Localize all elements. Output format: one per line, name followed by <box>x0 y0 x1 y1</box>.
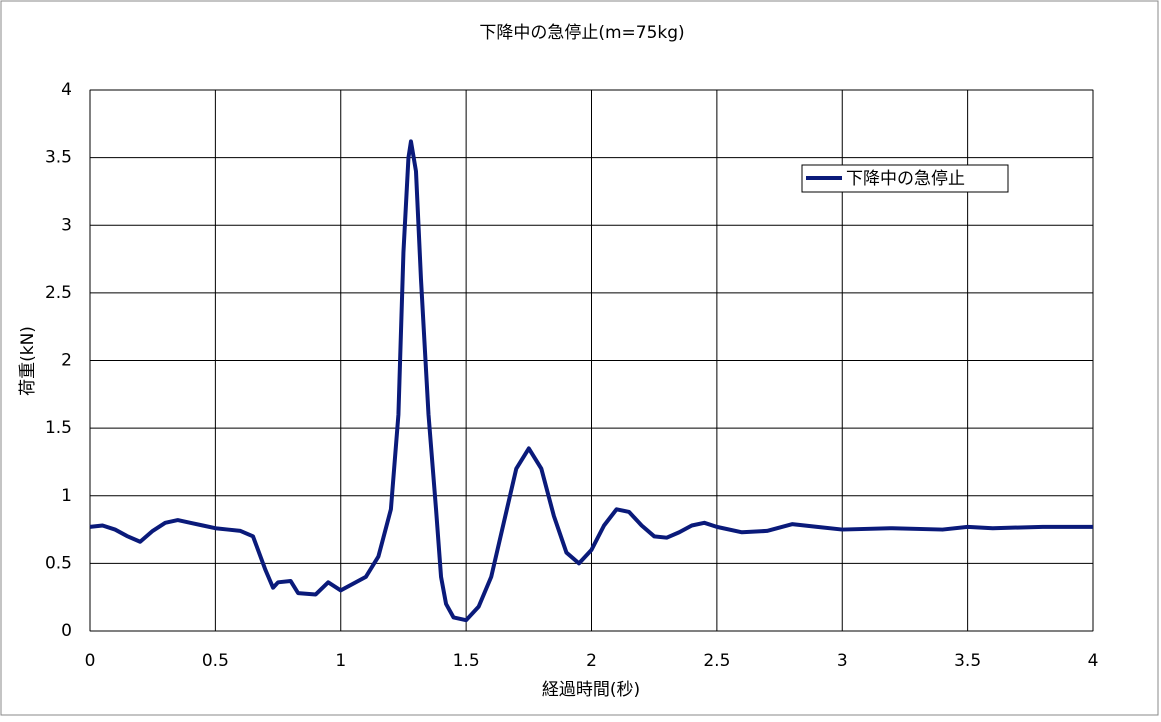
x-tick-label: 4 <box>1088 651 1099 671</box>
x-tick-label: 2.5 <box>703 651 730 671</box>
y-tick-label: 3 <box>61 215 72 235</box>
x-axis-label: 経過時間(秒) <box>542 680 640 700</box>
x-tick-label: 1 <box>335 651 346 671</box>
y-tick-label: 0.5 <box>45 553 72 573</box>
x-tick-label: 3 <box>837 651 848 671</box>
x-tick-label: 1.5 <box>453 651 480 671</box>
y-tick-label: 3.5 <box>45 148 72 168</box>
x-tick-label: 2 <box>586 651 597 671</box>
x-tick-label: 0 <box>85 651 96 671</box>
y-axis-label: 荷重(kN) <box>18 326 38 396</box>
y-tick-label: 4 <box>61 80 72 100</box>
y-tick-label: 1.5 <box>45 418 72 438</box>
legend-label: 下降中の急停止 <box>846 169 965 189</box>
x-tick-label: 0.5 <box>202 651 229 671</box>
chart-title: 下降中の急停止(m=75kg) <box>479 23 684 43</box>
y-tick-label: 0 <box>61 621 72 641</box>
x-tick-label: 3.5 <box>954 651 981 671</box>
line-series <box>89 139 1093 623</box>
y-tick-label: 2 <box>61 351 72 371</box>
y-tick-label: 1 <box>61 486 72 506</box>
y-tick-label: 2.5 <box>45 283 72 303</box>
